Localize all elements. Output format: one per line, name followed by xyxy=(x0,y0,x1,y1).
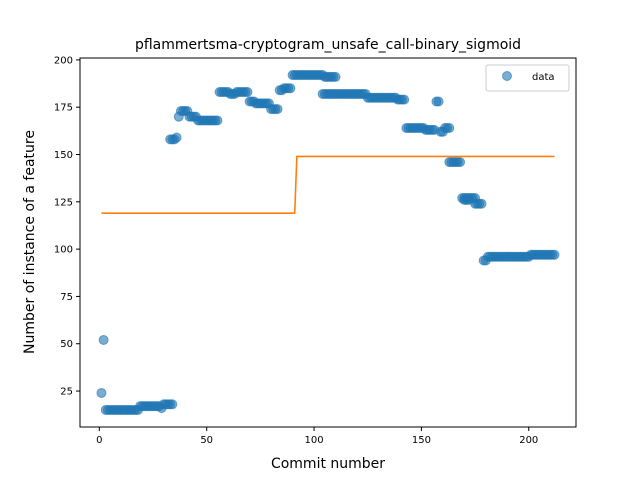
x-axis-label: Commit number xyxy=(271,456,385,472)
x-tick-label: 0 xyxy=(96,435,102,446)
y-axis: 25 50 75 100 125 150 175 200 xyxy=(54,55,80,398)
legend-box xyxy=(485,64,570,92)
data-point xyxy=(242,87,253,98)
x-tick-label: 200 xyxy=(519,435,538,446)
fit-line xyxy=(101,155,555,214)
y-axis-label: Number of instance of a feature xyxy=(22,130,38,354)
data-point xyxy=(212,115,223,126)
data-point xyxy=(476,198,487,209)
chart-title: pflammertsma-cryptogram_unsafe_call-bina… xyxy=(135,37,521,53)
data-point xyxy=(272,104,283,115)
data-point xyxy=(549,249,560,260)
y-tick-label: 75 xyxy=(60,292,73,303)
data-point xyxy=(433,96,444,107)
data-point xyxy=(285,83,296,94)
y-tick-label: 125 xyxy=(54,197,73,208)
y-tick-label: 100 xyxy=(54,245,73,256)
data-point xyxy=(171,132,182,143)
legend: data xyxy=(485,64,570,92)
y-tick-label: 200 xyxy=(54,55,73,66)
y-tick-label: 175 xyxy=(54,103,73,114)
data-point xyxy=(330,71,341,82)
legend-label-data: data xyxy=(532,72,555,83)
data-point xyxy=(96,387,107,398)
data-point xyxy=(98,334,109,345)
data-point xyxy=(399,94,410,105)
plot-area xyxy=(96,70,560,415)
x-axis: 0 50 100 150 200 xyxy=(96,427,538,446)
x-tick-label: 50 xyxy=(200,435,213,446)
data-point xyxy=(167,399,178,410)
legend-marker-data xyxy=(502,71,512,81)
series-data-points xyxy=(96,70,560,415)
x-tick-label: 100 xyxy=(304,435,323,446)
data-point xyxy=(455,157,466,168)
axes-frame xyxy=(79,57,577,428)
y-tick-label: 50 xyxy=(60,339,73,350)
x-tick-label: 150 xyxy=(412,435,431,446)
y-tick-label: 25 xyxy=(60,387,73,398)
y-tick-label: 150 xyxy=(54,150,73,161)
data-point xyxy=(444,123,455,134)
